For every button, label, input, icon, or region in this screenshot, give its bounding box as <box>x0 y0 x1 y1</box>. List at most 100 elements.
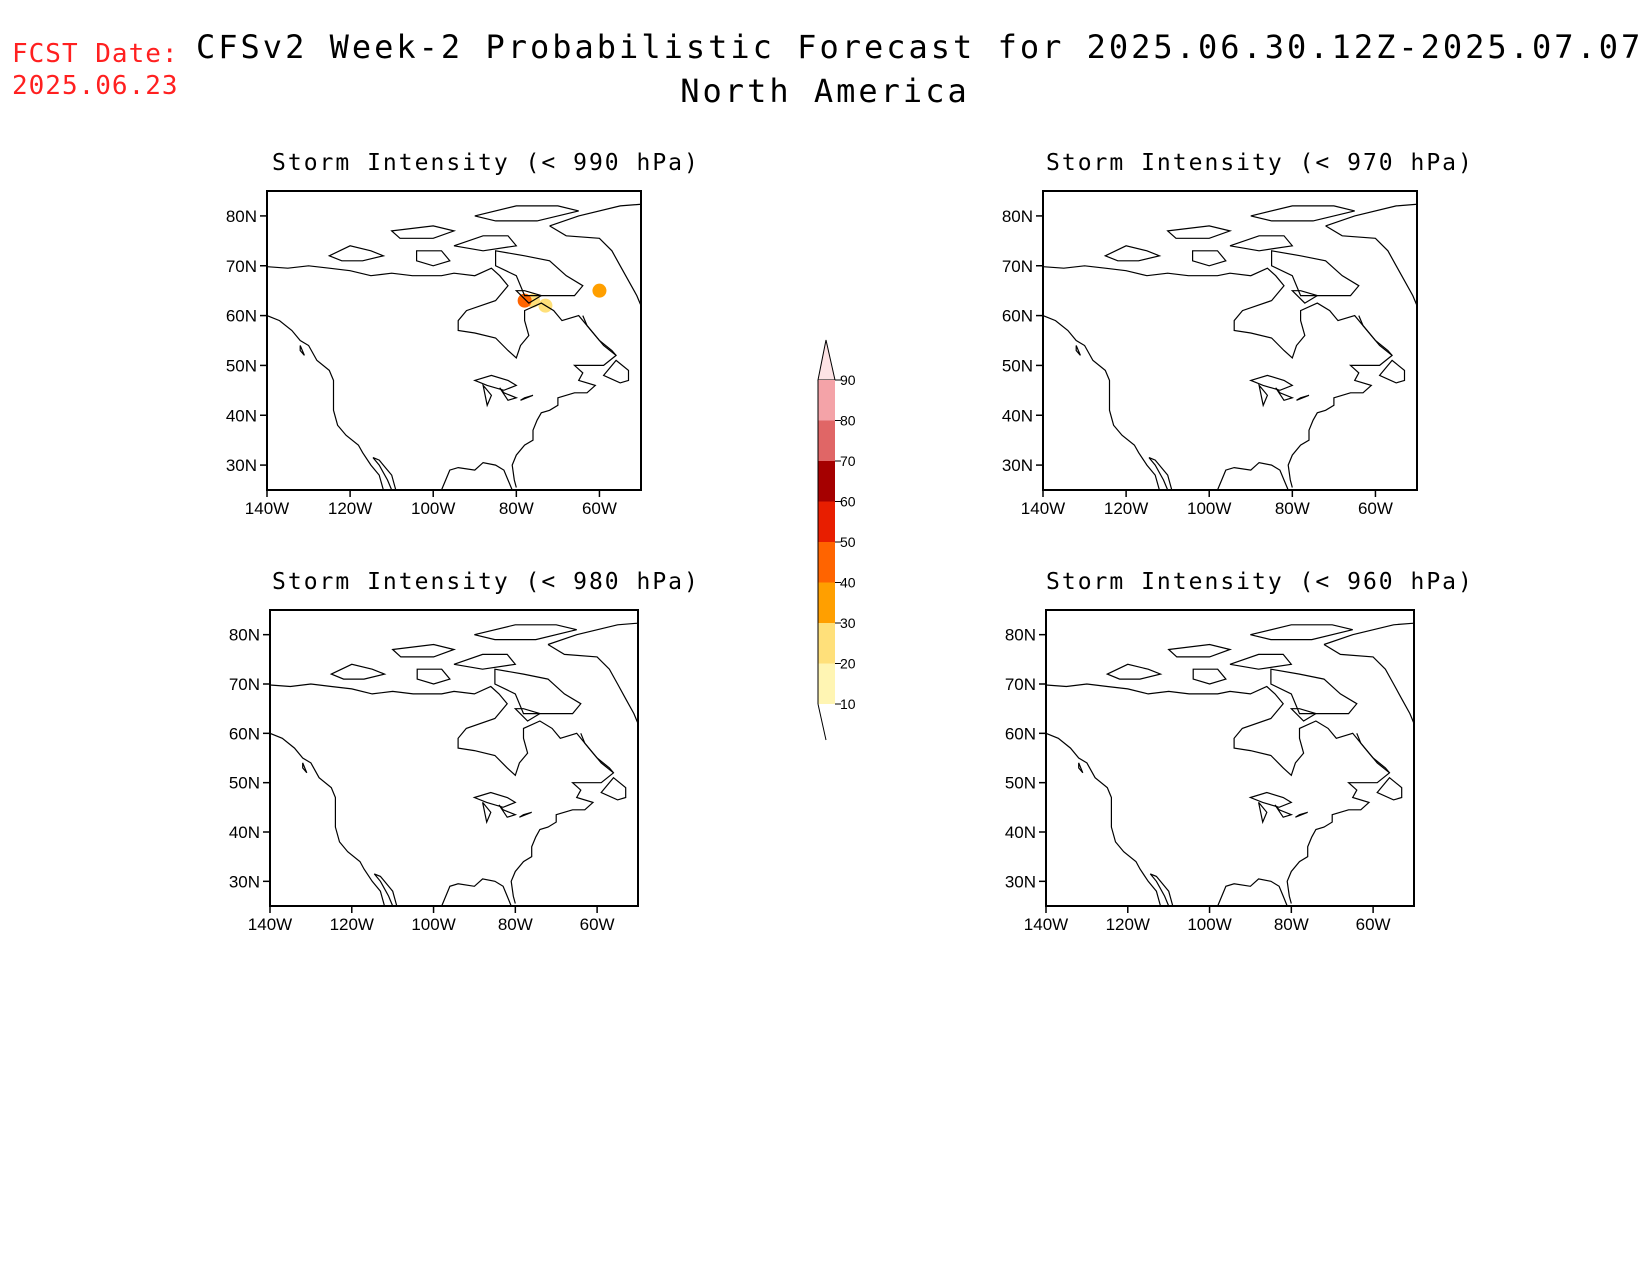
island-outline <box>1166 225 1233 239</box>
lon-label: 120W <box>330 915 374 934</box>
coastline <box>1148 457 1173 490</box>
lat-label: 50N <box>229 774 260 793</box>
island-outline <box>453 235 518 252</box>
island-outline <box>1229 653 1293 670</box>
island-outline <box>1167 643 1233 658</box>
coastline <box>372 457 397 490</box>
map-frame <box>266 190 642 491</box>
lat-label: 50N <box>226 356 257 375</box>
lon-label: 120W <box>328 499 372 518</box>
coastlines <box>1043 203 1417 490</box>
lon-label: 100W <box>1187 499 1231 518</box>
lat-label: 40N <box>1005 823 1036 842</box>
island-outline <box>472 374 518 391</box>
island-outline <box>1274 804 1294 818</box>
lon-label: 140W <box>248 915 292 934</box>
colorbar-label: 10 <box>840 696 856 712</box>
island-outline <box>302 762 308 774</box>
lon-label: 140W <box>1024 915 1068 934</box>
lon-label: 80W <box>499 499 534 518</box>
lon-label: 80W <box>1274 915 1309 934</box>
colorbar-label: 20 <box>840 656 856 672</box>
island-outline <box>1270 668 1358 715</box>
island-outline <box>494 668 582 715</box>
coastline <box>1149 873 1174 906</box>
island-outline <box>1296 394 1310 401</box>
island-outline <box>453 653 517 670</box>
island-outline <box>482 383 493 408</box>
lon-label: 120W <box>1104 499 1148 518</box>
lon-label: 60W <box>1356 915 1391 934</box>
coastline <box>1217 878 1288 906</box>
panel-title: Storm Intensity (< 980 hPa) <box>272 569 700 595</box>
island-outline <box>600 776 627 801</box>
island-outline <box>513 708 542 722</box>
island-outline <box>1289 708 1318 722</box>
island-outline <box>498 804 518 818</box>
coastline <box>441 878 512 906</box>
coastline <box>1358 315 1393 356</box>
lat-label: 70N <box>226 257 257 276</box>
map-frame <box>1042 190 1418 491</box>
coastline <box>373 873 398 906</box>
island-outline <box>1295 811 1308 818</box>
coastline <box>1043 315 1160 490</box>
coastline <box>440 461 513 490</box>
coastline <box>267 265 617 488</box>
island-outline <box>1250 205 1355 222</box>
coastline <box>1043 265 1393 488</box>
lat-label: 80N <box>229 626 260 645</box>
coastline <box>267 315 384 490</box>
lon-label: 60W <box>582 499 617 518</box>
colorbar-segment <box>818 623 835 664</box>
lat-label: 60N <box>1002 307 1033 326</box>
island-outline <box>472 791 517 808</box>
colorbar-label: 50 <box>840 534 856 550</box>
lon-label: 140W <box>1021 499 1065 518</box>
coastline <box>1216 461 1289 490</box>
island-outline <box>602 359 630 384</box>
lat-label: 70N <box>1005 675 1036 694</box>
island-outline <box>474 624 577 641</box>
lat-label: 80N <box>1002 207 1033 226</box>
colorbar-segment <box>818 461 835 502</box>
island-outline <box>1378 359 1406 384</box>
colorbar-segment <box>818 582 835 623</box>
panel-title: Storm Intensity (< 970 hPa) <box>1046 150 1474 176</box>
island-outline <box>1075 345 1081 356</box>
island-outline <box>1192 668 1227 685</box>
coastline <box>547 643 638 724</box>
main-title: CFSv2 Week-2 Probabilistic Forecast for … <box>196 28 1650 66</box>
lon-label: 120W <box>1106 915 1150 934</box>
island-outline <box>1248 374 1294 391</box>
lat-label: 30N <box>1005 872 1036 891</box>
island-outline <box>520 394 534 401</box>
lon-label: 80W <box>1275 499 1310 518</box>
lat-label: 70N <box>1002 257 1033 276</box>
lat-label: 50N <box>1002 356 1033 375</box>
island-outline <box>1103 245 1162 262</box>
map-panel-3: 80N 70N 60N 50N 40N 30N 140W 120W 100W 80W 60W <box>1005 609 1415 934</box>
colorbar-label: 30 <box>840 615 856 631</box>
lon-label: 100W <box>411 915 455 934</box>
coastline <box>1046 683 1391 904</box>
island-outline <box>519 811 532 818</box>
island-outline <box>1229 235 1294 252</box>
lat-label: 60N <box>229 724 260 743</box>
island-outline <box>495 250 584 297</box>
colorbar-label: 90 <box>840 372 856 388</box>
colorbar-label: 70 <box>840 453 856 469</box>
coastline <box>270 683 615 904</box>
lat-label: 40N <box>226 406 257 425</box>
lat-label: 70N <box>229 675 260 694</box>
lon-label: 60W <box>580 915 615 934</box>
island-outline <box>499 387 519 402</box>
coastline <box>582 315 617 356</box>
map-panel-0: 80N 70N 60N 50N 40N 30N 140W 120W 100W 80W 60W <box>226 190 642 518</box>
island-outline <box>1275 387 1295 402</box>
lat-label: 50N <box>1005 774 1036 793</box>
lon-label: 80W <box>498 915 533 934</box>
island-outline <box>1376 776 1403 801</box>
island-outline <box>390 225 457 239</box>
